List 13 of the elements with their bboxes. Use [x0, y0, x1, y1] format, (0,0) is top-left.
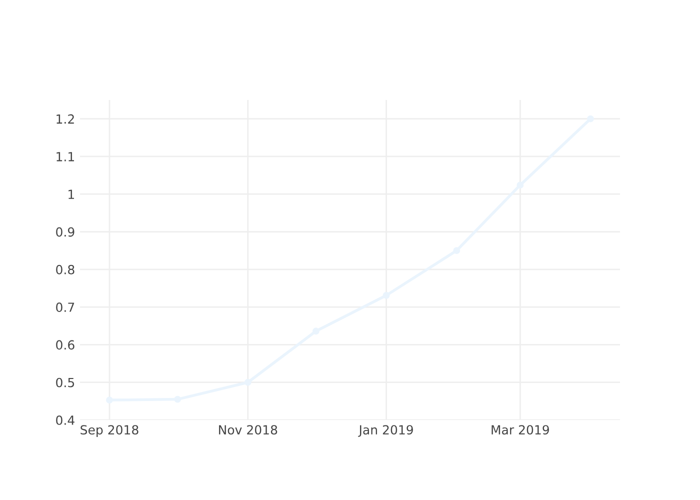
x-tick-label: Nov 2018	[219, 425, 278, 435]
x-tick-label: Sep 2018	[80, 425, 138, 437]
x-tick-label: Jan 2019	[358, 425, 413, 437]
y-tick-label: 1.1	[56, 152, 74, 162]
y-tick-label: 0.4	[56, 415, 74, 425]
y-tick-label: 0.8	[56, 264, 74, 274]
y-tick-label: 0.6	[56, 340, 74, 350]
y-tick-label: 0.5	[56, 378, 74, 388]
y-tick-label: 1.2	[56, 114, 74, 124]
y-tick-label: 0.7	[56, 302, 74, 312]
y-tick-label: 0.9	[56, 227, 74, 237]
y-tick-label: 1	[68, 190, 74, 199]
x-tick-label: Mar 2019	[492, 425, 549, 435]
